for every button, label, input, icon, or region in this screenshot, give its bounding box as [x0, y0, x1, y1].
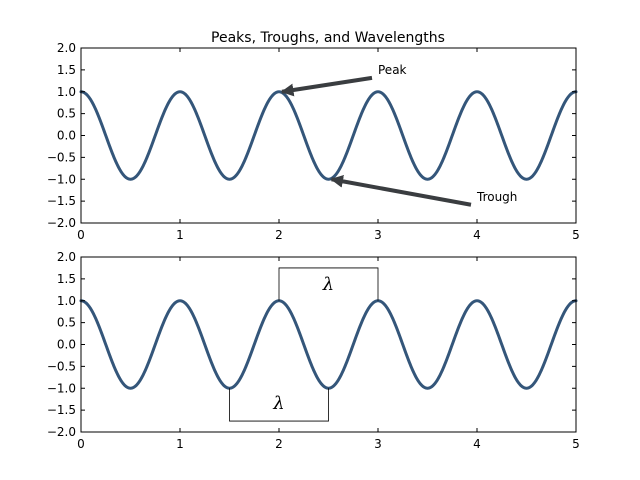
wavelength-label: λ — [322, 274, 334, 295]
annotation-arrow-peak — [280, 75, 373, 97]
y-tick-label: 0.0 — [57, 129, 76, 143]
x-tick-label: 1 — [176, 228, 184, 242]
wavelength-bracket — [229, 388, 329, 422]
x-tick-label: 0 — [77, 437, 85, 451]
y-tick-label: −1.0 — [47, 172, 76, 186]
y-tick-label: 0.0 — [57, 338, 76, 352]
chart-title: Peaks, Troughs, and Wavelengths — [211, 30, 445, 46]
y-tick-label: −1.5 — [47, 194, 76, 208]
y-tick-label: 1.0 — [57, 85, 76, 99]
x-tick-label: 3 — [374, 437, 382, 451]
x-tick-label: 1 — [176, 437, 184, 451]
y-tick-label: −1.0 — [47, 381, 76, 395]
x-tick-label: 4 — [473, 437, 481, 451]
y-tick-label: 2.0 — [57, 41, 76, 55]
x-tick-label: 3 — [374, 228, 382, 242]
top-axes: 0 1 2 3 4 5 2.0 1.5 1.0 0.5 0.0 −0.5 −1.0 −1.5 −2.0 Pea… — [47, 41, 580, 242]
y-tick-label: 1.0 — [57, 294, 76, 308]
y-tick-label: 2.0 — [57, 250, 76, 264]
annotation-trough: Trough — [476, 190, 517, 204]
x-tick-label: 0 — [77, 228, 85, 242]
bottom-axes: 0 1 2 3 4 5 2.0 1.5 1.0 0.5 0.0 −0.5 −1.0 −1.5 −2.0 λ λ — [47, 250, 580, 451]
wavelength-bracket — [278, 267, 379, 301]
y-tick-label: −2.0 — [47, 425, 76, 439]
y-tick-label: 1.5 — [57, 272, 76, 286]
annotation-peak: Peak — [378, 63, 407, 77]
y-tick-label: −0.5 — [47, 359, 76, 373]
y-tick-label: −0.5 — [47, 150, 76, 164]
x-tick-label: 5 — [572, 228, 580, 242]
y-tick-label: 0.5 — [57, 107, 76, 121]
y-tick-label: −2.0 — [47, 216, 76, 230]
annotation-arrow-trough — [330, 175, 472, 207]
x-tick-label: 2 — [275, 228, 283, 242]
x-tick-label: 4 — [473, 228, 481, 242]
y-tick-label: 1.5 — [57, 63, 76, 77]
x-tick-label: 5 — [572, 437, 580, 451]
wavelength-label: λ — [272, 393, 284, 414]
y-tick-label: −1.5 — [47, 403, 76, 417]
series-line-0 — [79, 299, 578, 390]
series-line-0 — [79, 90, 578, 181]
y-tick-label: 0.5 — [57, 316, 76, 330]
x-tick-label: 2 — [275, 437, 283, 451]
